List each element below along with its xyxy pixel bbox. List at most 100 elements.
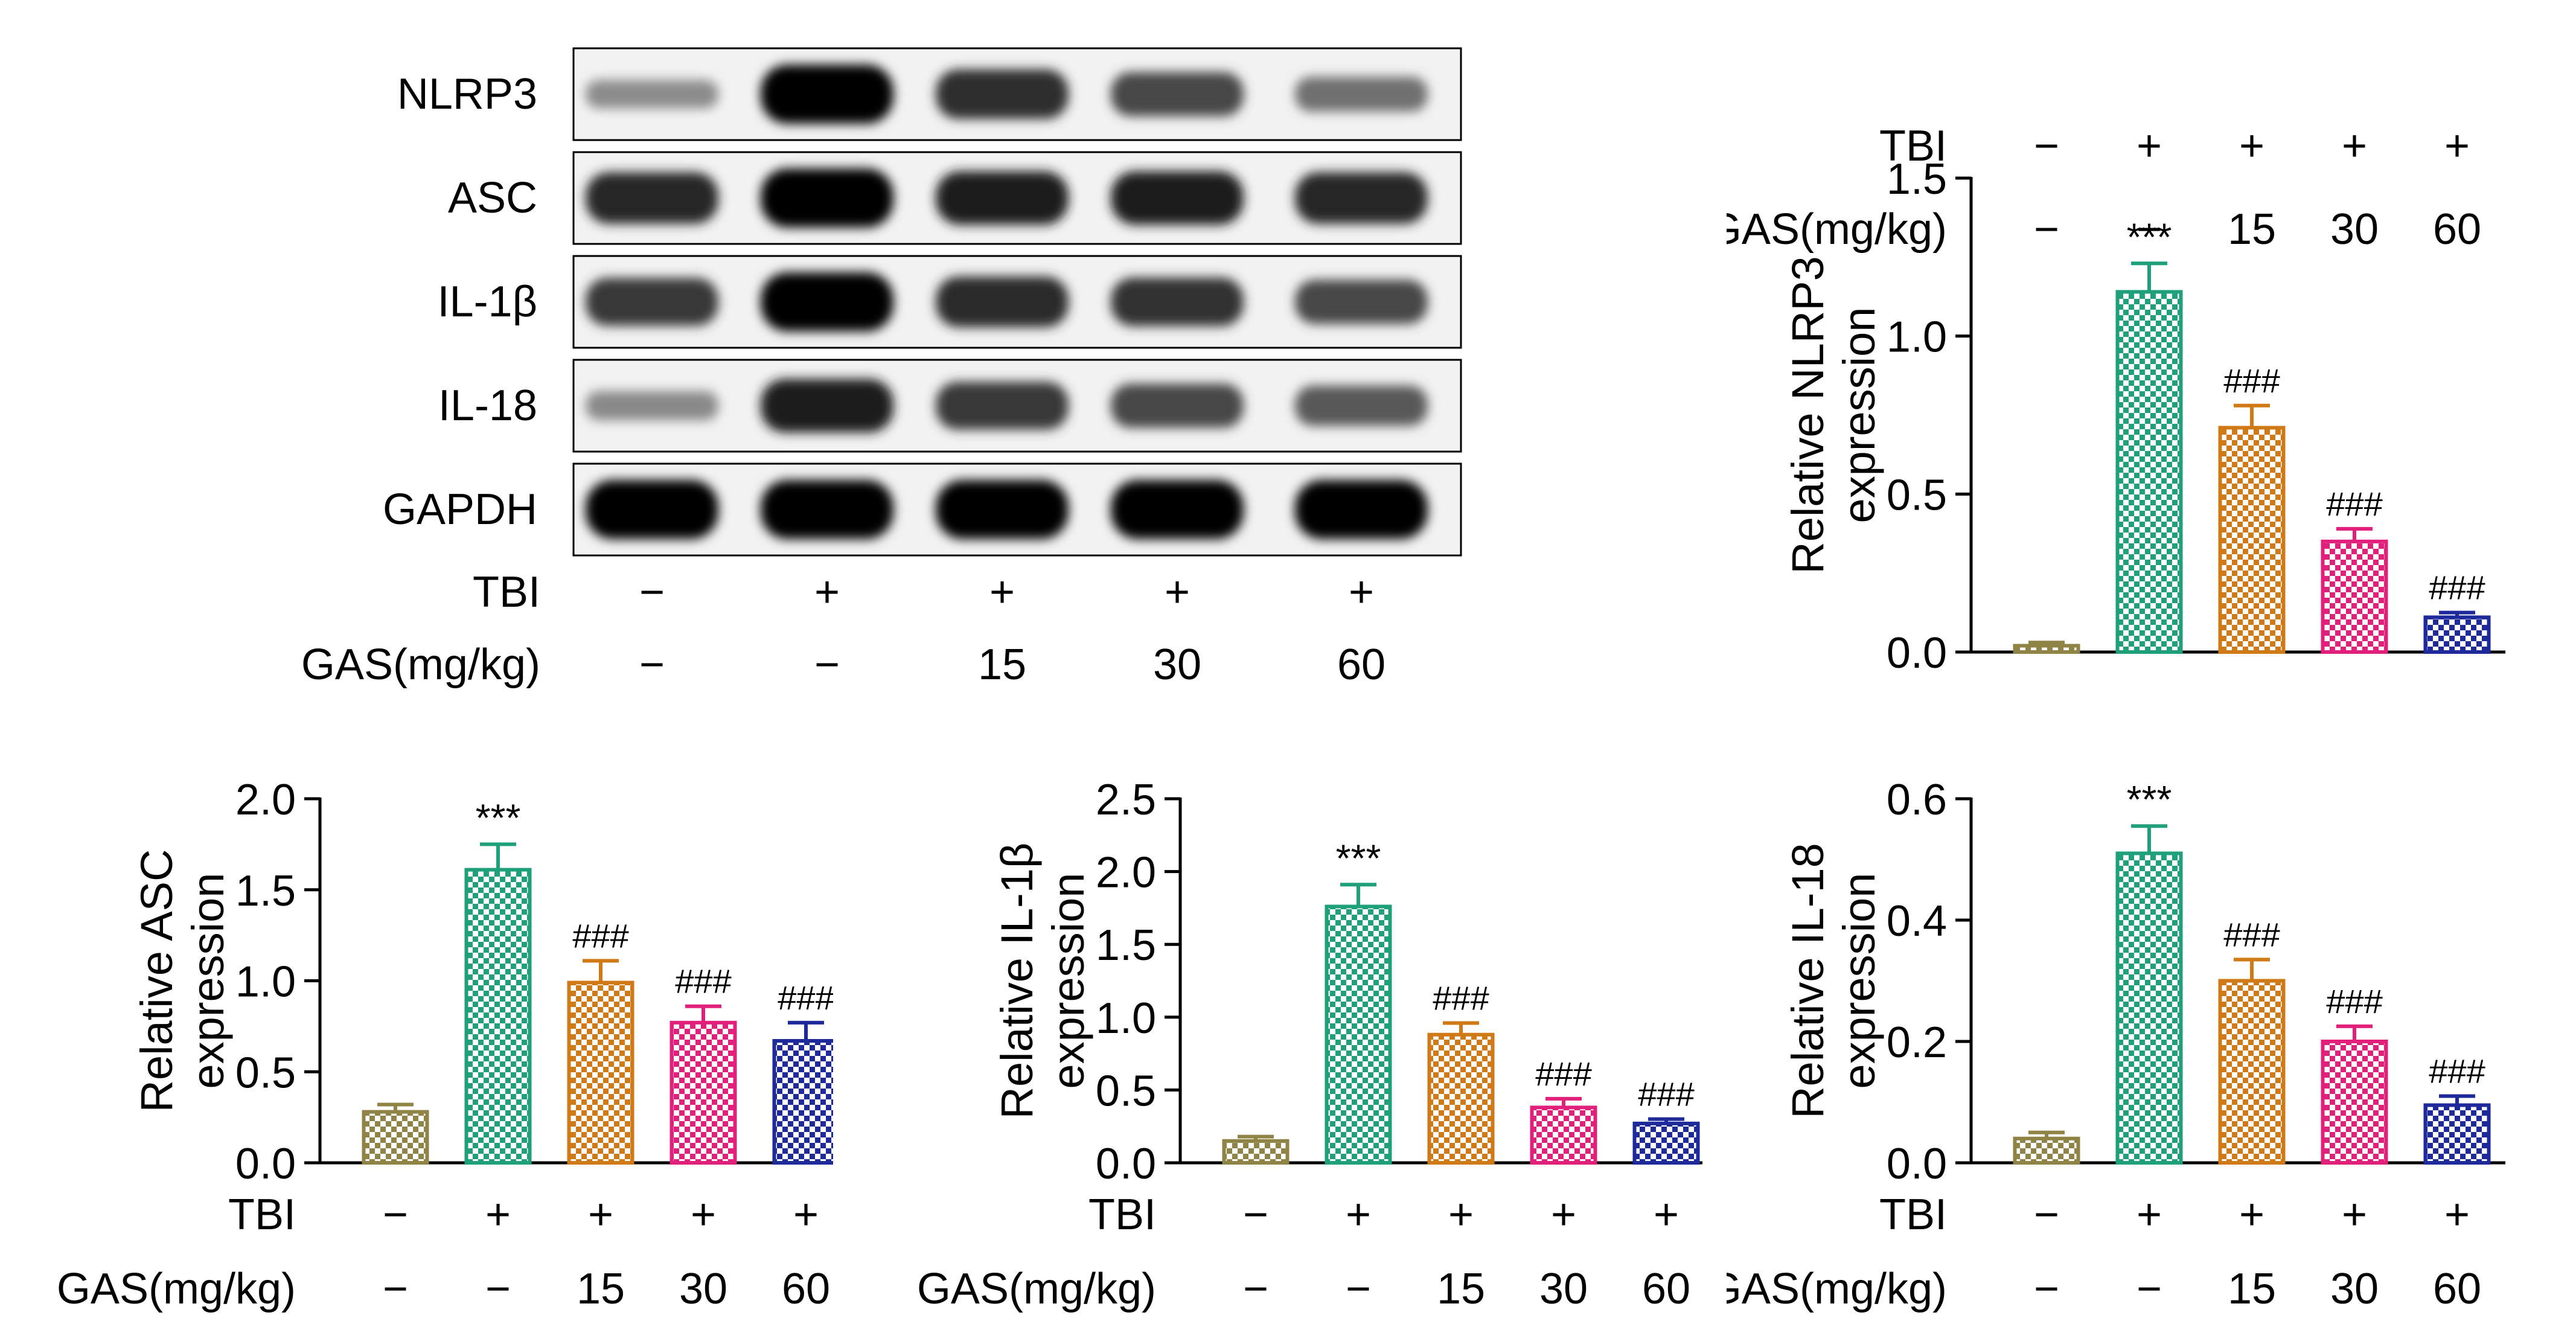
gas-label: GAS(mg/kg) <box>301 641 540 689</box>
y-tick-label: 0.5 <box>1096 1067 1156 1115</box>
significance-label: ### <box>1638 1075 1694 1113</box>
bar <box>362 1110 429 1165</box>
blot-band <box>936 69 1069 120</box>
tbi-sign: + <box>1654 1191 1679 1239</box>
significance-label: ### <box>2429 569 2485 607</box>
gas-label: GAS(mg/kg) <box>1727 205 1947 254</box>
y-axis-label: Relative IL-1β <box>992 843 1042 1119</box>
y-tick-label: 2.5 <box>1096 776 1156 824</box>
blot-band <box>936 171 1069 225</box>
gas-dose: − <box>1243 1265 1268 1313</box>
blot-band <box>1295 280 1428 324</box>
blot-protein-label: ASC <box>448 174 537 222</box>
gas-dose: 30 <box>2330 1265 2379 1313</box>
y-tick-label: 0.4 <box>1887 897 1947 945</box>
bar <box>2218 426 2286 654</box>
blot-protein-label: IL-1β <box>438 278 537 326</box>
blot-band <box>1111 480 1244 539</box>
blot-band <box>936 480 1069 539</box>
bar <box>567 980 634 1165</box>
bar <box>670 1020 737 1165</box>
tbi-sign: + <box>588 1191 613 1239</box>
gas-dose: 60 <box>2433 205 2481 254</box>
y-tick-label: 0.5 <box>235 1049 296 1097</box>
y-tick-label: 2.0 <box>1096 849 1156 897</box>
bar <box>1222 1139 1290 1165</box>
tbi-sign: + <box>1349 568 1374 616</box>
gas-dose: − <box>2137 1265 2162 1313</box>
y-axis-label: Relative IL-18 <box>1783 843 1833 1119</box>
significance-label: ### <box>675 962 731 1000</box>
significance-label: ### <box>2223 362 2280 400</box>
tbi-sign: + <box>1448 1191 1474 1239</box>
gas-dose: − <box>814 641 840 689</box>
bar <box>772 1038 833 1165</box>
gas-dose: 30 <box>1539 1265 1588 1313</box>
y-tick-label: 1.0 <box>235 958 296 1006</box>
y-tick-label: 0.2 <box>1887 1019 1947 1067</box>
y-axis-label: expression <box>1834 873 1884 1089</box>
tbi-sign: + <box>814 568 840 616</box>
significance-label: *** <box>2127 215 2172 258</box>
tbi-sign: + <box>793 1191 819 1239</box>
gas-dose: 15 <box>978 641 1026 689</box>
tbi-sign: + <box>2342 1191 2367 1239</box>
tbi-sign: − <box>2034 1191 2059 1239</box>
y-tick-label: 0.0 <box>1096 1140 1156 1188</box>
tbi-sign: + <box>2444 1191 2470 1239</box>
tbi-sign: − <box>639 568 665 616</box>
blot-band <box>586 172 718 224</box>
gas-dose: − <box>2034 205 2059 254</box>
bar <box>1325 904 1392 1165</box>
tbi-sign: + <box>2137 122 2162 170</box>
gas-dose: − <box>1346 1265 1371 1313</box>
bar <box>1427 1032 1495 1165</box>
tbi-sign: + <box>485 1191 511 1239</box>
tbi-sign: + <box>1551 1191 1576 1239</box>
gas-dose: 15 <box>1437 1265 1485 1313</box>
gas-dose: − <box>383 1265 408 1313</box>
gas-dose: 15 <box>2228 1265 2276 1313</box>
tbi-label: TBI <box>228 1191 296 1239</box>
y-tick-label: 0.0 <box>1887 629 1947 677</box>
y-tick-label: 0.0 <box>235 1140 296 1188</box>
significance-label: *** <box>1336 836 1381 880</box>
bar <box>1530 1105 1597 1165</box>
bar <box>2321 539 2388 654</box>
significance-label: ### <box>572 916 628 955</box>
gas-dose: 60 <box>1642 1265 1690 1313</box>
gas-dose: 60 <box>782 1265 830 1313</box>
tbi-sign: + <box>989 568 1015 616</box>
gas-label: GAS(mg/kg) <box>1727 1265 1947 1313</box>
blot-band <box>586 80 718 109</box>
blot-band <box>586 391 718 421</box>
y-axis-label: expression <box>1834 307 1884 523</box>
tbi-label: TBI <box>1088 1191 1156 1239</box>
blot-band <box>761 379 893 433</box>
significance-label: ### <box>2429 1052 2485 1090</box>
y-tick-label: 1.0 <box>1096 994 1156 1043</box>
blot-band <box>586 278 718 326</box>
blot-band <box>761 65 893 124</box>
y-axis-label: Relative ASC <box>132 849 182 1113</box>
blot-band <box>761 168 893 228</box>
gas-dose: − <box>2034 1265 2059 1313</box>
gas-dose: 60 <box>2433 1265 2481 1313</box>
y-axis-label: expression <box>183 873 233 1089</box>
bar <box>2423 1103 2491 1165</box>
bar <box>2013 644 2080 654</box>
y-tick-label: 0.6 <box>1887 776 1947 824</box>
significance-label: ### <box>1535 1055 1591 1093</box>
il18-bar-chart: 0.0 0.2 0.4 0.6 Relative IL-18 expression *** #… <box>1727 776 2505 1313</box>
tbi-sign: + <box>1165 568 1190 616</box>
blot-band <box>1111 383 1244 428</box>
gas-dose: − <box>485 1265 511 1313</box>
significance-label: ### <box>778 979 833 1017</box>
tbi-sign: − <box>383 1191 408 1239</box>
bar <box>2423 615 2491 654</box>
il1b-bar-chart: 0.0 0.5 1.0 1.5 2.0 2.5 Relative IL-1β expressi… <box>917 776 1702 1313</box>
gas-dose: − <box>639 641 665 689</box>
significance-label: ### <box>1433 979 1489 1017</box>
tbi-sign: − <box>1243 1191 1268 1239</box>
significance-label: *** <box>2127 778 2172 821</box>
